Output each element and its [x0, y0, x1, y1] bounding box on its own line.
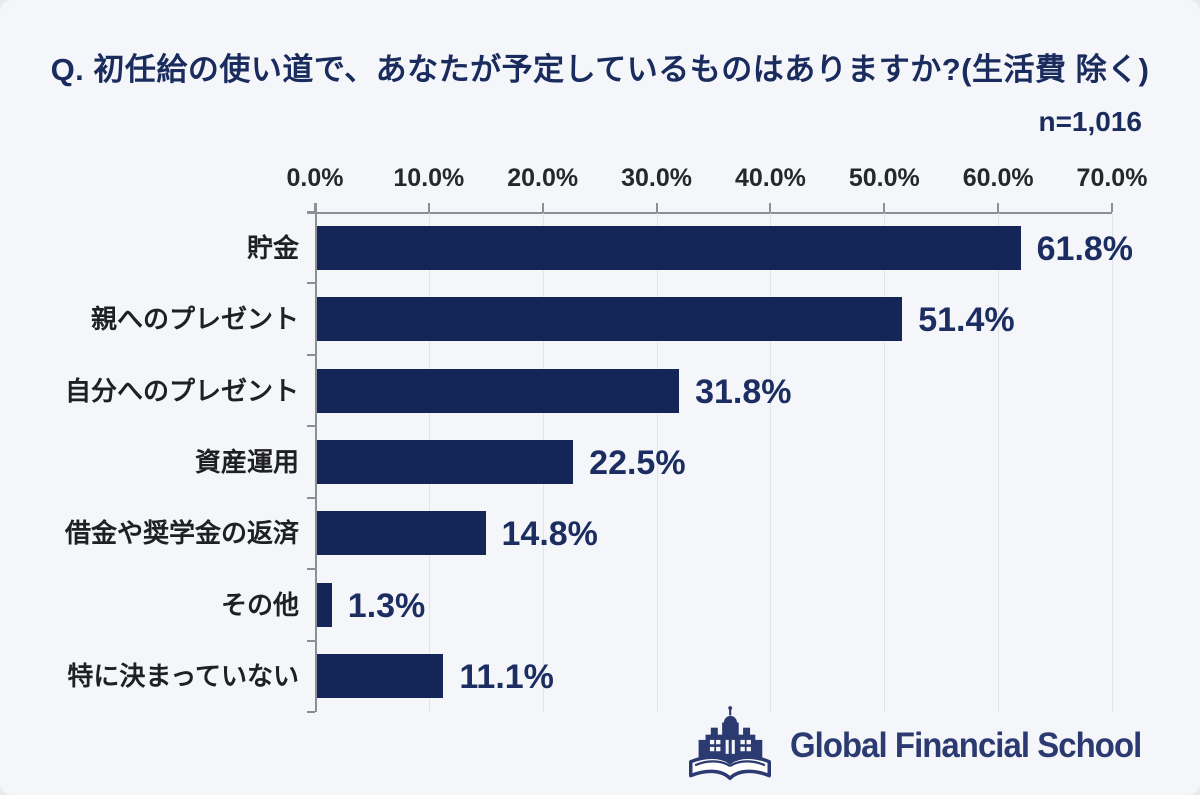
- category-label: 親へのプレゼント: [90, 304, 299, 335]
- category-label: 貯金: [246, 232, 299, 263]
- y-axis-tick: [307, 496, 315, 499]
- x-tick-label: 50.0%: [848, 164, 920, 192]
- category-label: その他: [220, 589, 299, 620]
- sample-size-label: n=1,016: [1038, 106, 1142, 137]
- y-axis-tick: [307, 568, 315, 571]
- gridline: [1112, 213, 1113, 712]
- bar: [317, 368, 680, 413]
- x-axis-tick: [655, 203, 658, 212]
- bar-value-label: 14.8%: [501, 515, 598, 554]
- bar: [317, 511, 486, 556]
- brand-logo-text: Global Financial School: [790, 726, 1142, 765]
- brand-logo: Global Financial School: [686, 705, 1164, 787]
- bar-value-label: 61.8%: [1036, 229, 1134, 268]
- bar-value-label: 51.4%: [918, 301, 1015, 340]
- x-tick-label: 30.0%: [621, 164, 692, 192]
- y-axis-tick: [307, 639, 315, 642]
- x-axis-tick: [314, 203, 316, 212]
- gridline: [998, 213, 1000, 712]
- y-axis-tick: [307, 211, 315, 213]
- bar: [317, 440, 574, 484]
- bar-value-label: 1.3%: [347, 586, 426, 625]
- y-axis-tick: [307, 711, 315, 713]
- chart-question-title: Q. 初任給の使い道で、あなたが予定しているものはありますか?(生活費 除く): [50, 52, 1150, 87]
- y-axis-line: [315, 203, 317, 712]
- gridline: [884, 213, 886, 712]
- x-axis-tick: [997, 203, 1000, 212]
- x-axis-tick: [1111, 203, 1113, 212]
- school-building-open-book-icon: [689, 706, 772, 781]
- gridline: [656, 213, 658, 712]
- gridline: [770, 213, 772, 712]
- x-tick-label: 40.0%: [734, 164, 806, 192]
- x-tick-label: 20.0%: [507, 164, 579, 192]
- category-label: 特に決まっていない: [67, 661, 299, 692]
- category-label: 資産運用: [194, 447, 299, 477]
- bar: [317, 582, 332, 627]
- x-tick-label: 60.0%: [962, 164, 1034, 192]
- category-label: 借金や奨学金の返済: [64, 518, 299, 549]
- bar: [317, 297, 903, 342]
- x-axis-tick: [769, 203, 772, 212]
- y-axis-tick: [307, 353, 315, 356]
- x-tick-label: 10.0%: [393, 164, 465, 192]
- x-axis-tick: [541, 203, 544, 212]
- bar: [317, 225, 1021, 270]
- bar-value-label: 22.5%: [589, 444, 686, 482]
- category-label: 自分へのプレゼント: [64, 375, 299, 406]
- y-axis-tick: [307, 282, 315, 285]
- y-axis-tick: [307, 425, 315, 428]
- bar-value-label: 11.1%: [459, 658, 554, 697]
- x-tick-label: 70.0%: [1076, 164, 1148, 192]
- x-axis-tick: [427, 203, 430, 212]
- x-axis-tick: [883, 203, 886, 212]
- bar-value-label: 31.8%: [695, 372, 792, 411]
- x-tick-label: 0.0%: [286, 164, 344, 192]
- bar: [317, 654, 444, 699]
- x-axis-line: [307, 212, 1112, 214]
